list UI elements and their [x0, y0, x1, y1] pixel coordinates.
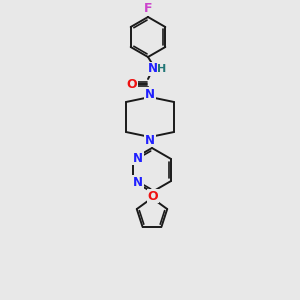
Text: N: N [133, 176, 143, 188]
Text: O: O [127, 77, 137, 91]
Text: O: O [148, 190, 158, 202]
Text: H: H [158, 64, 166, 74]
Text: F: F [144, 2, 152, 16]
Text: N: N [133, 152, 143, 164]
Text: N: N [145, 134, 155, 146]
Text: N: N [148, 62, 158, 76]
Text: N: N [145, 88, 155, 100]
